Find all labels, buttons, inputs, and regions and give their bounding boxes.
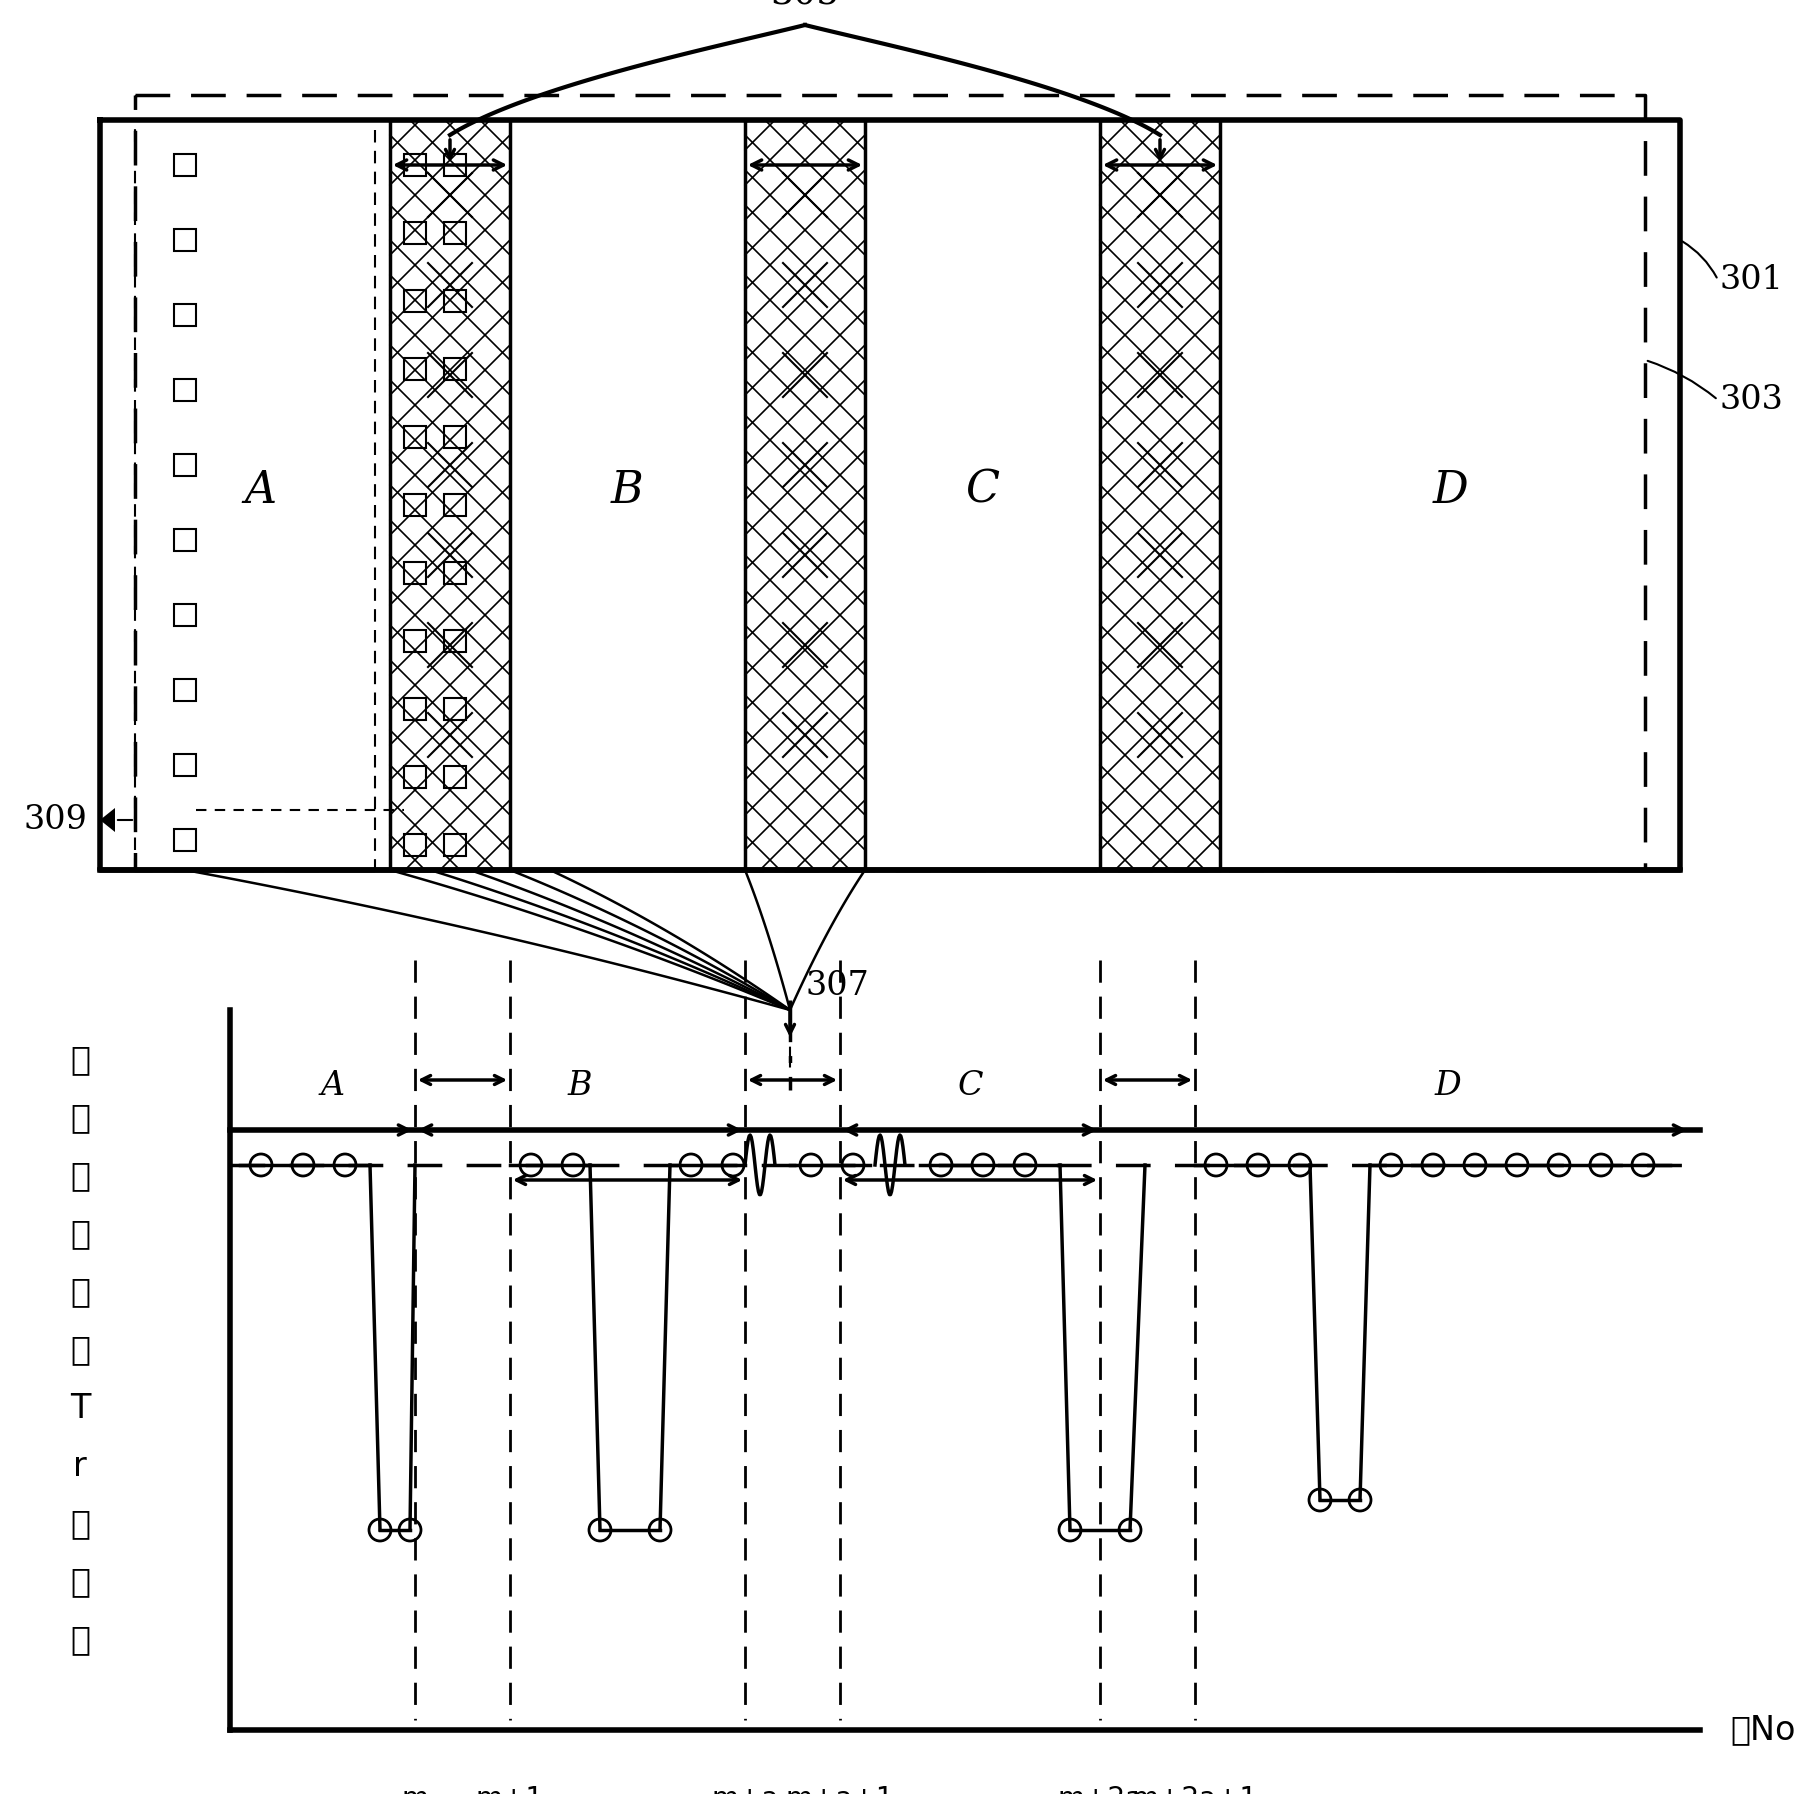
Polygon shape [100,807,115,832]
Bar [443,834,466,856]
Bar [404,222,425,244]
Bar [174,454,196,475]
Text: 303: 303 [1720,384,1783,416]
Bar [443,630,466,651]
Bar [443,493,466,517]
Text: 线No: 线No [1729,1713,1794,1747]
Bar [443,562,466,585]
Text: 的: 的 [70,1507,90,1541]
Text: 307: 307 [806,971,868,1003]
Bar [174,605,196,626]
Bar [443,359,466,380]
Bar [404,425,425,448]
Text: 的: 的 [70,1333,90,1367]
Text: 值: 值 [70,1624,90,1656]
Bar [404,291,425,312]
Text: 上: 上 [70,1276,90,1308]
Bar [404,698,425,719]
Text: B: B [567,1069,592,1102]
Bar [404,154,425,176]
Bar [443,698,466,719]
Text: B: B [610,468,644,511]
Text: 源: 源 [70,1102,90,1134]
Text: C: C [958,1069,983,1102]
Text: C: C [965,468,999,511]
Text: m+a+1: m+a+1 [786,1785,893,1794]
Text: 各: 各 [70,1044,90,1076]
Bar [174,379,196,402]
Text: r: r [74,1450,86,1482]
Text: m+2a+1: m+2a+1 [1132,1785,1258,1794]
Text: m+2a: m+2a [1057,1785,1143,1794]
Bar [443,425,466,448]
Text: T: T [70,1392,90,1424]
Text: D: D [1433,1069,1460,1102]
Bar [174,829,196,850]
Text: 301: 301 [1720,264,1783,296]
Bar [404,359,425,380]
Bar [404,766,425,788]
Bar [443,154,466,176]
Bar [174,230,196,251]
Bar [443,766,466,788]
Bar [404,834,425,856]
Bar [174,303,196,327]
Bar [443,222,466,244]
Text: D: D [1432,468,1467,511]
Text: 阈: 阈 [70,1566,90,1598]
Bar [404,630,425,651]
Bar [174,529,196,551]
Bar [443,291,466,312]
Bar [174,753,196,777]
Text: 309: 309 [23,804,86,836]
Bar [404,493,425,517]
Text: A: A [244,468,276,511]
Text: 线: 线 [70,1218,90,1250]
Text: m+a: m+a [710,1785,779,1794]
Text: m: m [402,1785,429,1794]
Text: m+1: m+1 [475,1785,544,1794]
Bar [174,678,196,701]
Bar [174,154,196,176]
Text: 极: 极 [70,1159,90,1193]
Text: A: A [321,1069,344,1102]
Text: 305: 305 [770,0,840,11]
Bar [404,562,425,585]
